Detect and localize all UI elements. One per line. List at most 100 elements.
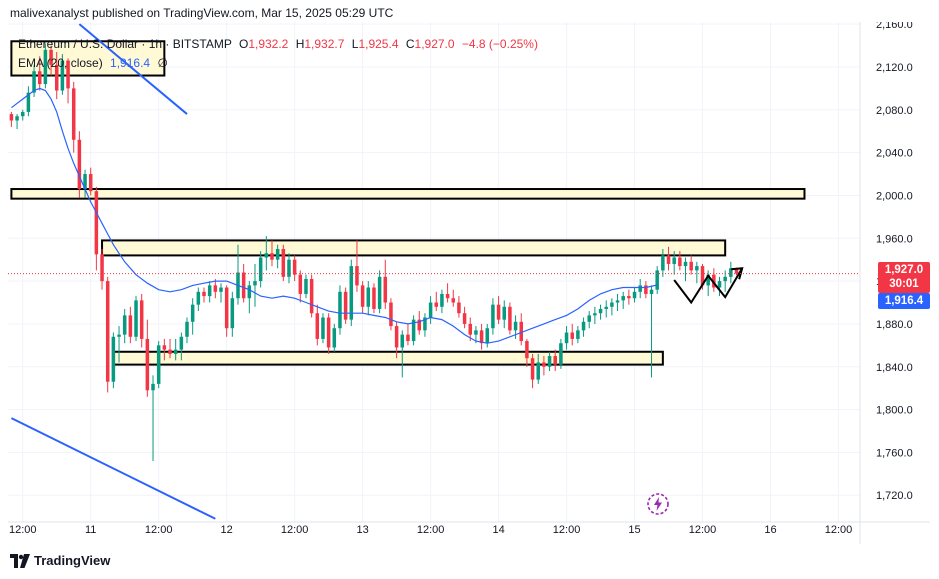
candle-body (83, 174, 87, 190)
candle-body (536, 362, 540, 380)
candle-body (400, 334, 405, 348)
candle-body (485, 328, 490, 344)
candle-body (185, 321, 189, 337)
high-value: 1,932.7 (304, 37, 345, 51)
change-value: −4.8 (−0.25%) (461, 37, 538, 51)
candle-body (706, 274, 710, 286)
candlestick-chart[interactable]: 2,160.0 2,120.0 2,080.0 2,040.0 2,000.0 1,960… (8, 22, 930, 544)
candle-body (292, 259, 297, 275)
candle-body (570, 332, 574, 339)
x-tick-label: 12 (221, 524, 233, 536)
candle-body (343, 291, 348, 320)
candle-body (105, 281, 110, 382)
candle-body (71, 88, 76, 140)
replay-lightning-icon[interactable] (646, 492, 670, 516)
candle-body (134, 300, 138, 337)
candle-body (264, 253, 269, 258)
candle-body (360, 285, 365, 307)
candle-body (576, 330, 580, 339)
candle-body (666, 255, 671, 264)
x-tick-label: 12:00 (553, 524, 581, 536)
candle-body (604, 306, 608, 309)
candle-body (219, 287, 223, 292)
candle-body (32, 71, 36, 93)
close-key: C (405, 37, 415, 51)
axes: 2,160.0 2,120.0 2,080.0 2,040.0 2,000.0 1,960… (8, 22, 930, 544)
tradingview-logo-icon (10, 553, 30, 568)
candle-body (542, 362, 546, 367)
candle-body (683, 261, 688, 267)
candle-body (88, 174, 93, 192)
x-tick-label: 12:00 (145, 524, 173, 536)
candle-body (729, 268, 733, 277)
publish-line: malivexanalyst published on TradingView.… (10, 6, 394, 20)
candle-body (321, 317, 325, 339)
candle-body (553, 356, 557, 365)
candle-body (417, 319, 422, 331)
y-tick-label: 1,960.0 (876, 233, 913, 245)
x-tick-label: 13 (356, 524, 368, 536)
projection[interactable] (673, 267, 744, 305)
candle-body (151, 383, 155, 391)
y-tick-label: 1,880.0 (876, 319, 913, 331)
chart-area[interactable]: 2,160.0 2,120.0 2,080.0 2,040.0 2,000.0 1,960… (8, 22, 930, 544)
candle-body (383, 276, 388, 303)
ema-value: 1,916.4 (110, 56, 151, 70)
candle-body (298, 274, 303, 294)
candle-body (338, 291, 342, 329)
candle-body (43, 49, 48, 85)
brand[interactable]: TradingView (10, 553, 110, 568)
candle-body (649, 289, 654, 294)
zone-rectangle (10, 188, 806, 200)
grid (8, 22, 860, 522)
candle-body (372, 287, 376, 309)
candle-body (377, 276, 382, 309)
candle-body (479, 330, 484, 344)
candle-body (60, 60, 65, 91)
candle-body (355, 266, 359, 286)
ema-visibility-icon[interactable]: ∅ (157, 56, 168, 70)
candle-body (15, 116, 19, 121)
candle-body (564, 332, 569, 344)
candle-body (275, 248, 280, 260)
candle-body (615, 300, 620, 303)
x-tick-label: 12:00 (9, 524, 37, 536)
candle-body (638, 285, 642, 292)
ema-path (11, 87, 658, 344)
trendline (78, 23, 188, 115)
candle-body (678, 257, 682, 267)
candle-body (26, 92, 31, 112)
candle-body (366, 287, 371, 307)
ema-line (11, 87, 658, 344)
candle-body (230, 298, 235, 329)
brand-name: TradingView (34, 553, 111, 568)
candle-body (287, 259, 291, 277)
candle-body (672, 257, 676, 264)
open-key: O (238, 37, 249, 51)
candle-body (111, 336, 116, 382)
candle-body (411, 319, 416, 342)
candle-body (468, 323, 473, 335)
last-price-value: 1,927.0 (884, 264, 924, 276)
ema-label: EMA (20, close) (18, 56, 103, 70)
candle-body (525, 341, 529, 359)
trendlines[interactable] (10, 23, 216, 520)
candle-body (445, 293, 450, 299)
candle-body (349, 266, 354, 320)
projection-path (673, 267, 744, 305)
candle-body (122, 315, 127, 335)
candle-body (700, 266, 705, 286)
candle-body (156, 345, 161, 384)
candle-body (655, 270, 659, 290)
y-tick-label: 1,800.0 (876, 405, 913, 417)
candle-body (54, 64, 59, 91)
candle-body (661, 255, 665, 271)
candle-body (530, 358, 535, 380)
projection-arrowhead (731, 267, 744, 280)
candles (9, 43, 739, 461)
legend: Ethereum / U.S. Dollar · 1h · BITSTAMP O… (18, 35, 538, 73)
candle-body (304, 278, 308, 294)
y-tick-label: 2,000.0 (876, 190, 913, 202)
candle-body (508, 306, 512, 331)
candle-body (207, 285, 212, 297)
